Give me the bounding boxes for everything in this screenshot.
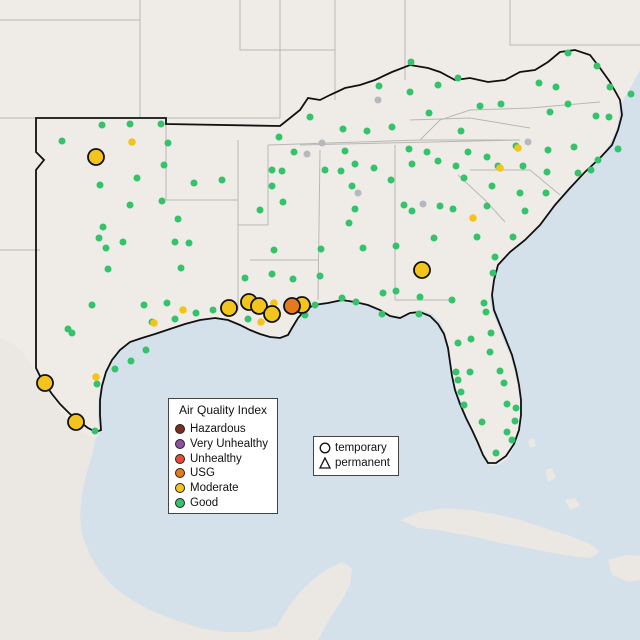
legend-label: Moderate <box>190 482 239 495</box>
temporary-monitors <box>36 148 431 431</box>
temporary-monitor-moderate <box>413 261 431 279</box>
legend-label: USG <box>190 467 215 480</box>
legend-label: Good <box>190 496 219 509</box>
monitor-type-legend: temporary permanent <box>313 436 399 476</box>
temporary-monitor-moderate <box>263 305 281 323</box>
legend-label: temporary <box>335 442 387 455</box>
temporary-monitor-moderate <box>250 297 268 315</box>
legend-label: Very Unhealthy <box>190 438 268 451</box>
land-hispaniola <box>608 555 640 582</box>
legend-item-temporary: temporary <box>319 441 398 456</box>
legend-label: Hazardous <box>190 423 246 436</box>
temporary-monitor-moderate <box>220 299 238 317</box>
land-cuba <box>400 508 600 558</box>
no-data-sites <box>303 96 532 208</box>
land-yucatan <box>270 562 352 640</box>
temporary-monitor-usg <box>283 297 301 315</box>
unhealthy-swatch-icon <box>175 453 185 464</box>
legend-item-hazardous: Hazardous <box>175 422 277 437</box>
good-swatch-icon <box>175 497 185 508</box>
aqi-legend: Air Quality Index Hazardous Very Unhealt… <box>168 398 278 514</box>
legend-item-permanent: permanent <box>319 456 398 471</box>
moderate-small-sites <box>92 138 522 381</box>
aqi-legend-title: Air Quality Index <box>179 403 268 417</box>
moderate-swatch-icon <box>175 483 185 494</box>
good-sites <box>58 49 635 457</box>
usg-swatch-icon <box>175 468 185 479</box>
temporary-monitor-moderate <box>67 413 85 431</box>
hazardous-swatch-icon <box>175 424 185 435</box>
legend-label: permanent <box>335 457 390 470</box>
legend-item-good: Good <box>175 495 277 510</box>
land-mexico <box>0 338 350 640</box>
land-bahamas <box>528 438 580 510</box>
temporary-monitor-moderate <box>36 374 54 392</box>
legend-item-unhealthy: Unhealthy <box>175 451 277 466</box>
very-unhealthy-swatch-icon <box>175 439 185 450</box>
legend-item-moderate: Moderate <box>175 481 277 496</box>
temporary-monitor-moderate <box>87 148 105 166</box>
region-outline <box>35 49 623 464</box>
legend-label: Unhealthy <box>190 452 242 465</box>
triangle-outline-icon <box>319 457 331 469</box>
legend-item-usg: USG <box>175 466 277 481</box>
legend-item-very-unhealthy: Very Unhealthy <box>175 437 277 452</box>
circle-outline-icon <box>319 442 331 454</box>
